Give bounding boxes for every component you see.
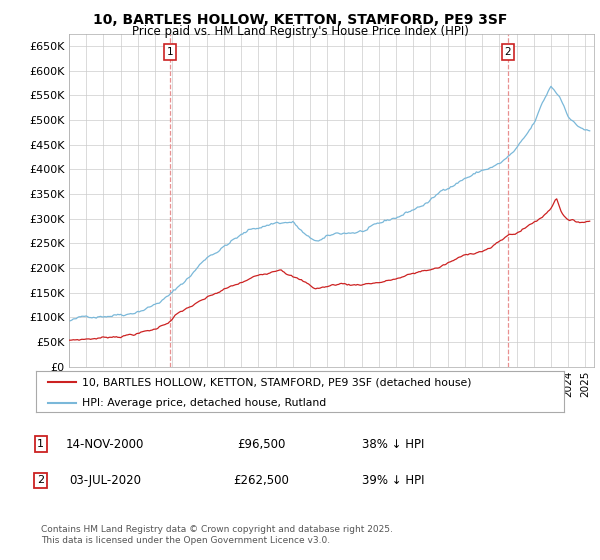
Text: Contains HM Land Registry data © Crown copyright and database right 2025.
This d: Contains HM Land Registry data © Crown c… <box>41 525 392 545</box>
Text: 10, BARTLES HOLLOW, KETTON, STAMFORD, PE9 3SF (detached house): 10, BARTLES HOLLOW, KETTON, STAMFORD, PE… <box>82 377 472 387</box>
Text: £262,500: £262,500 <box>233 474 289 487</box>
Text: Price paid vs. HM Land Registry's House Price Index (HPI): Price paid vs. HM Land Registry's House … <box>131 25 469 38</box>
Text: 1: 1 <box>167 47 173 57</box>
Text: 10, BARTLES HOLLOW, KETTON, STAMFORD, PE9 3SF: 10, BARTLES HOLLOW, KETTON, STAMFORD, PE… <box>93 13 507 27</box>
Text: 38% ↓ HPI: 38% ↓ HPI <box>362 437 424 451</box>
Text: 1: 1 <box>37 439 44 449</box>
Text: 2: 2 <box>505 47 511 57</box>
Text: 39% ↓ HPI: 39% ↓ HPI <box>362 474 424 487</box>
Text: 2: 2 <box>37 475 44 486</box>
Text: 03-JUL-2020: 03-JUL-2020 <box>69 474 141 487</box>
Text: £96,500: £96,500 <box>237 437 285 451</box>
Text: HPI: Average price, detached house, Rutland: HPI: Average price, detached house, Rutl… <box>82 398 327 408</box>
Text: 14-NOV-2000: 14-NOV-2000 <box>66 437 144 451</box>
